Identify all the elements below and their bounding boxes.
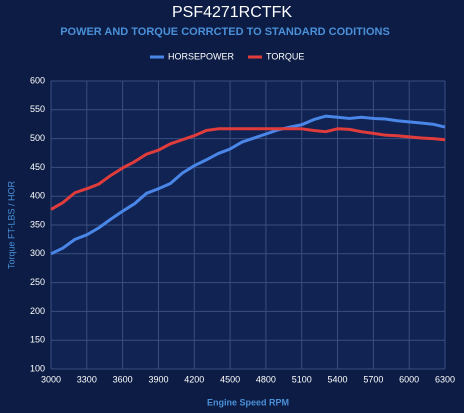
x-tick-label: 4200: [184, 374, 204, 384]
y-tick-label: 450: [30, 162, 45, 172]
y-tick-label: 600: [30, 75, 45, 85]
y-tick-label: 550: [30, 104, 45, 114]
x-tick-label: 3900: [148, 374, 168, 384]
legend-label: TORQUE: [266, 51, 304, 61]
x-tick-label: 3000: [41, 374, 61, 384]
x-tick-label: 3600: [113, 374, 133, 384]
y-tick-label: 350: [30, 219, 45, 229]
x-tick-label: 5100: [292, 374, 312, 384]
chart-title: PSF4271RCTFK: [172, 4, 292, 21]
y-tick-label: 400: [30, 191, 45, 201]
y-tick-label: 150: [30, 335, 45, 345]
x-tick-label: 4800: [256, 374, 276, 384]
x-tick-label: 4500: [220, 374, 240, 384]
y-tick-label: 500: [30, 133, 45, 143]
y-tick-label: 200: [30, 306, 45, 316]
y-axis-label: Torque FT-LBS / HOR: [6, 180, 16, 269]
x-tick-label: 5700: [363, 374, 383, 384]
chart-subtitle: POWER AND TORQUE CORRCTED TO STANDARD CO…: [60, 26, 390, 38]
y-tick-label: 100: [30, 363, 45, 373]
y-tick-label: 300: [30, 248, 45, 258]
data-line: [50, 127, 446, 211]
y-tick-label: 250: [30, 277, 45, 287]
x-tick-label: 6300: [435, 374, 455, 384]
data-line: [50, 114, 446, 256]
x-tick-label: 3300: [77, 374, 97, 384]
x-tick-label: 5400: [328, 374, 348, 384]
x-axis-label: Engine Speed RPM: [207, 397, 289, 407]
x-tick-label: 6000: [399, 374, 419, 384]
legend-label: HORSEPOWER: [168, 51, 235, 61]
